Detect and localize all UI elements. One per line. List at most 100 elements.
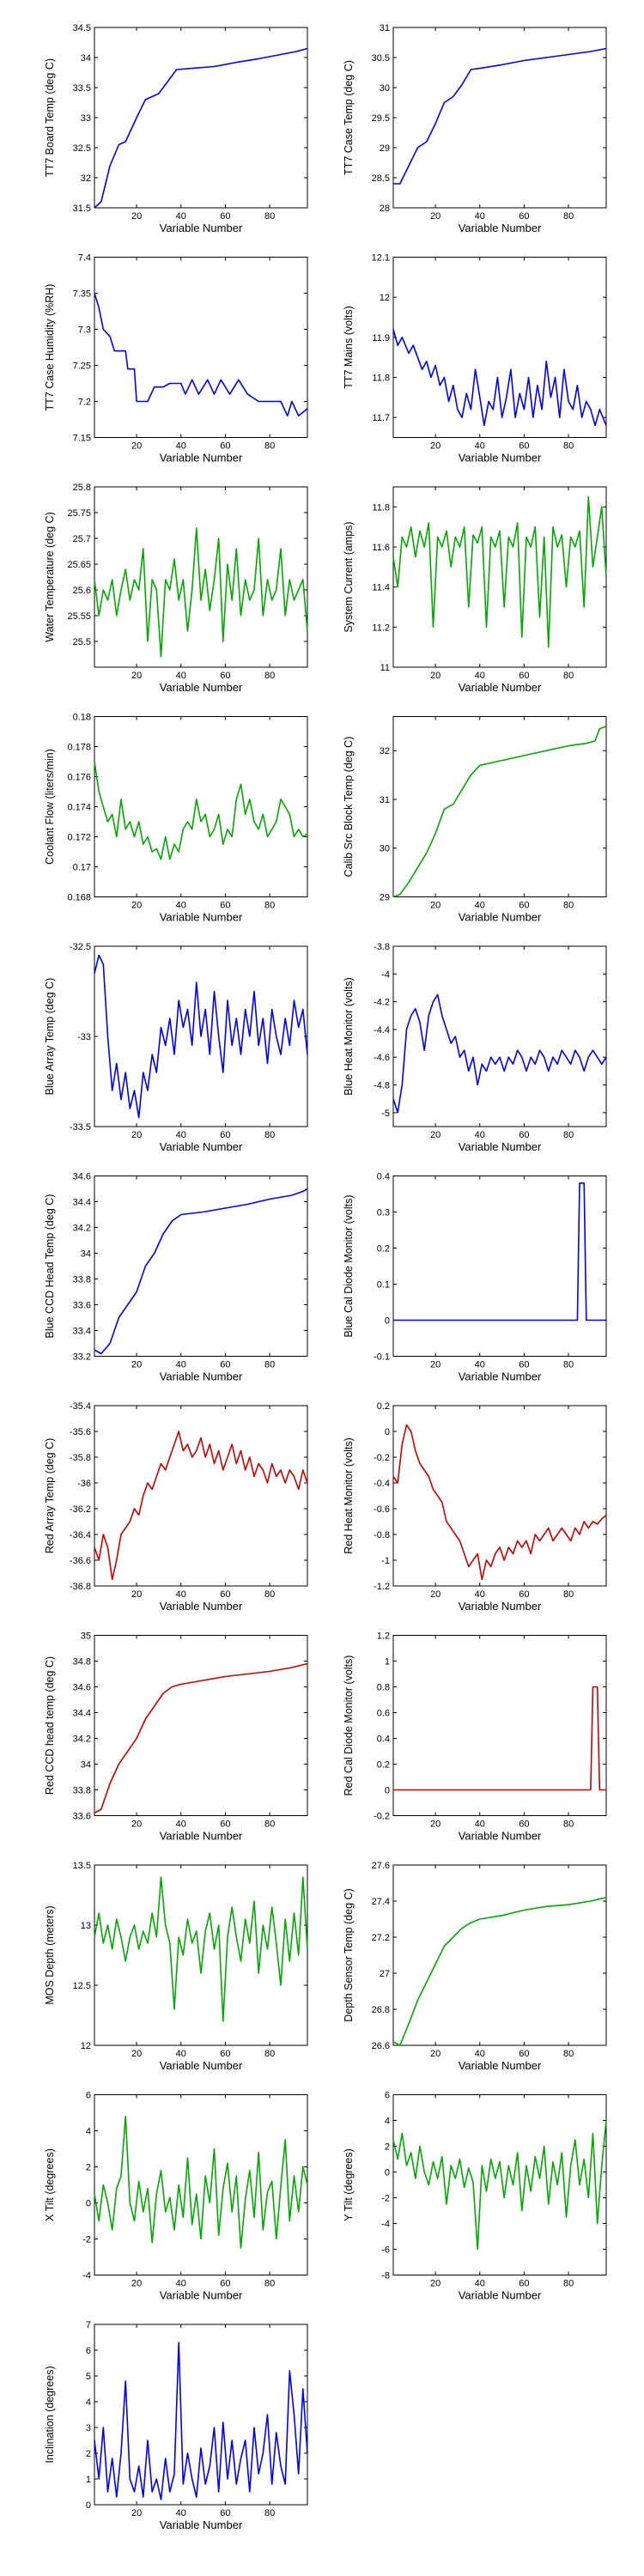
x-tick-label: 20: [430, 901, 440, 911]
y-tick-label: -0.6: [374, 1504, 390, 1515]
data-series-line: [94, 527, 308, 658]
y-tick-label: 11.8: [372, 502, 390, 513]
y-tick-label: 25.8: [73, 483, 91, 493]
y-tick-label: 25.65: [67, 560, 91, 570]
y-tick-label: 33.8: [73, 1275, 91, 1285]
x-tick-label: 60: [220, 671, 230, 681]
y-tick-label: 25.6: [73, 586, 91, 596]
data-series-line: [392, 726, 607, 898]
x-axis-label: Variable Number: [459, 222, 542, 234]
y-tick-label: 28.5: [372, 173, 390, 184]
plot-frame: [94, 1864, 308, 2046]
y-tick-label: 27.4: [372, 1897, 390, 1907]
y-axis-label: Calib Src Block Temp (deg C): [343, 737, 355, 878]
y-tick-label: 11.4: [372, 583, 390, 593]
x-axis-label: Variable Number: [160, 2518, 243, 2531]
x-tick-label: 40: [176, 901, 186, 911]
y-tick-label: 25.7: [73, 534, 91, 544]
y-tick-label: 0.2: [377, 1760, 390, 1771]
y-tick-label: -0.2: [374, 1812, 390, 1822]
x-tick-label: 80: [563, 1589, 574, 1600]
x-tick-label: 80: [264, 1589, 275, 1600]
plot-frame: [392, 945, 607, 1127]
y-tick-label: 27: [380, 1969, 390, 1979]
chart-panel-18: 20 40 60 80 26.6 26.8 27 27.2 27.4 27.6 Variable N…: [343, 1861, 607, 2072]
x-tick-label: 40: [176, 441, 186, 452]
y-tick-label: 34.2: [73, 1735, 91, 1745]
x-tick-label: 60: [519, 2279, 529, 2289]
y-tick-label: -3.8: [374, 942, 390, 952]
x-tick-label: 40: [475, 1820, 485, 1830]
x-tick-label: 60: [220, 2049, 230, 2059]
y-tick-label: 0: [385, 1427, 390, 1437]
x-tick-label: 20: [131, 2279, 142, 2289]
y-tick-label: 0.2: [377, 1244, 390, 1255]
data-series-line: [94, 1662, 308, 1814]
y-tick-label: 33: [81, 113, 91, 124]
y-tick-label: 12: [81, 2041, 91, 2051]
y-tick-label: 33.8: [73, 1786, 91, 1796]
y-axis-label: Y Tilt (degrees): [343, 2148, 355, 2221]
y-tick-label: 27.6: [372, 1861, 390, 1871]
y-tick-label: 34.5: [73, 23, 91, 33]
y-tick-label: 0: [86, 2500, 91, 2511]
y-tick-label: 29: [380, 893, 390, 903]
y-tick-label: 0: [86, 2199, 91, 2209]
y-tick-label: -8: [381, 2271, 390, 2281]
y-tick-label: 12: [380, 293, 390, 303]
chart-panel-1: 20 40 60 80 31.5 32 32.5 33 33.5 34 34.5 Variable N…: [44, 23, 308, 234]
y-axis-label: System Current (amps): [343, 521, 355, 632]
x-tick-label: 60: [220, 441, 230, 452]
y-tick-label: 34: [81, 1249, 91, 1260]
y-tick-label: -5: [381, 1109, 390, 1119]
y-tick-label: 0: [385, 1316, 390, 1327]
x-tick-label: 20: [430, 441, 440, 452]
chart-panel-4: 20 40 60 80 11.7 11.8 11.9 12 12.1 Variable Numbe…: [343, 253, 607, 465]
x-tick-label: 80: [264, 671, 275, 681]
plot-frame: [392, 2094, 607, 2275]
x-axis-label: Variable Number: [459, 452, 542, 465]
data-series-line: [94, 2115, 308, 2249]
y-axis-label: TT7 Case Temp (deg C): [343, 60, 355, 175]
chart-panel-5: 20 40 60 80 25.5 25.55 25.6 25.65 25.7 25.75 25.8 V…: [44, 483, 308, 694]
y-axis-label: Inclination (degrees): [44, 2366, 56, 2463]
y-tick-label: 2: [385, 2142, 390, 2153]
plot-frame: [392, 716, 607, 897]
x-tick-label: 40: [475, 671, 485, 681]
x-tick-label: 20: [430, 211, 440, 222]
y-tick-label: 34.8: [73, 1657, 91, 1668]
y-tick-label: 0.4: [377, 1735, 390, 1745]
y-tick-label: -0.8: [374, 1530, 390, 1540]
y-tick-label: 34.2: [73, 1224, 91, 1234]
x-tick-label: 60: [519, 901, 529, 911]
data-series-line: [392, 329, 607, 427]
x-tick-label: 40: [176, 2279, 186, 2289]
x-tick-label: 20: [131, 1130, 142, 1140]
x-tick-label: 20: [131, 901, 142, 911]
y-tick-label: 25.55: [67, 611, 91, 622]
x-tick-label: 20: [131, 1820, 142, 1830]
y-tick-label: 0.178: [67, 743, 91, 753]
x-tick-label: 60: [220, 1360, 230, 1370]
y-tick-label: 4: [385, 2117, 390, 2127]
chart-panel-13: 20 40 60 80 -36.8 -36.6 -36.4 -36.2 -36 -35.8 -35.…: [44, 1401, 308, 1613]
y-tick-label: 11.6: [372, 543, 390, 553]
data-series-line: [94, 1188, 308, 1355]
y-axis-label: TT7 Board Temp (deg C): [44, 58, 56, 177]
x-axis-label: Variable Number: [459, 911, 542, 924]
x-axis-label: Variable Number: [160, 2059, 243, 2072]
y-tick-label: -36.2: [70, 1504, 91, 1515]
y-tick-label: 0.6: [377, 1709, 390, 1719]
y-tick-label: 33.5: [73, 83, 91, 94]
x-tick-label: 40: [475, 1130, 485, 1140]
x-tick-label: 20: [131, 2508, 142, 2518]
y-tick-label: 11.2: [372, 623, 390, 633]
data-series-line: [94, 1876, 308, 2022]
y-tick-label: 3: [86, 2423, 91, 2433]
y-tick-label: -4.4: [374, 1025, 390, 1036]
x-tick-label: 40: [176, 1360, 186, 1370]
chart-panel-2: 20 40 60 80 28 28.5 29 29.5 30 30.5 31 Variable Num…: [343, 23, 607, 234]
y-tick-label: 32: [380, 746, 390, 756]
y-tick-label: 0: [385, 1786, 390, 1796]
x-axis-label: Variable Number: [459, 2289, 542, 2302]
